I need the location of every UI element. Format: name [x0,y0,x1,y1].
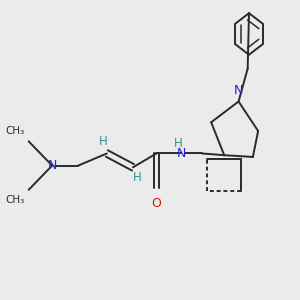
Text: H: H [99,135,108,148]
Text: N: N [234,84,243,97]
Text: O: O [152,197,161,210]
Text: CH₃: CH₃ [5,126,25,136]
Text: CH₃: CH₃ [5,195,25,205]
Text: N: N [176,147,186,160]
Text: H: H [174,136,182,150]
Text: N: N [47,159,57,172]
Text: H: H [133,171,141,184]
